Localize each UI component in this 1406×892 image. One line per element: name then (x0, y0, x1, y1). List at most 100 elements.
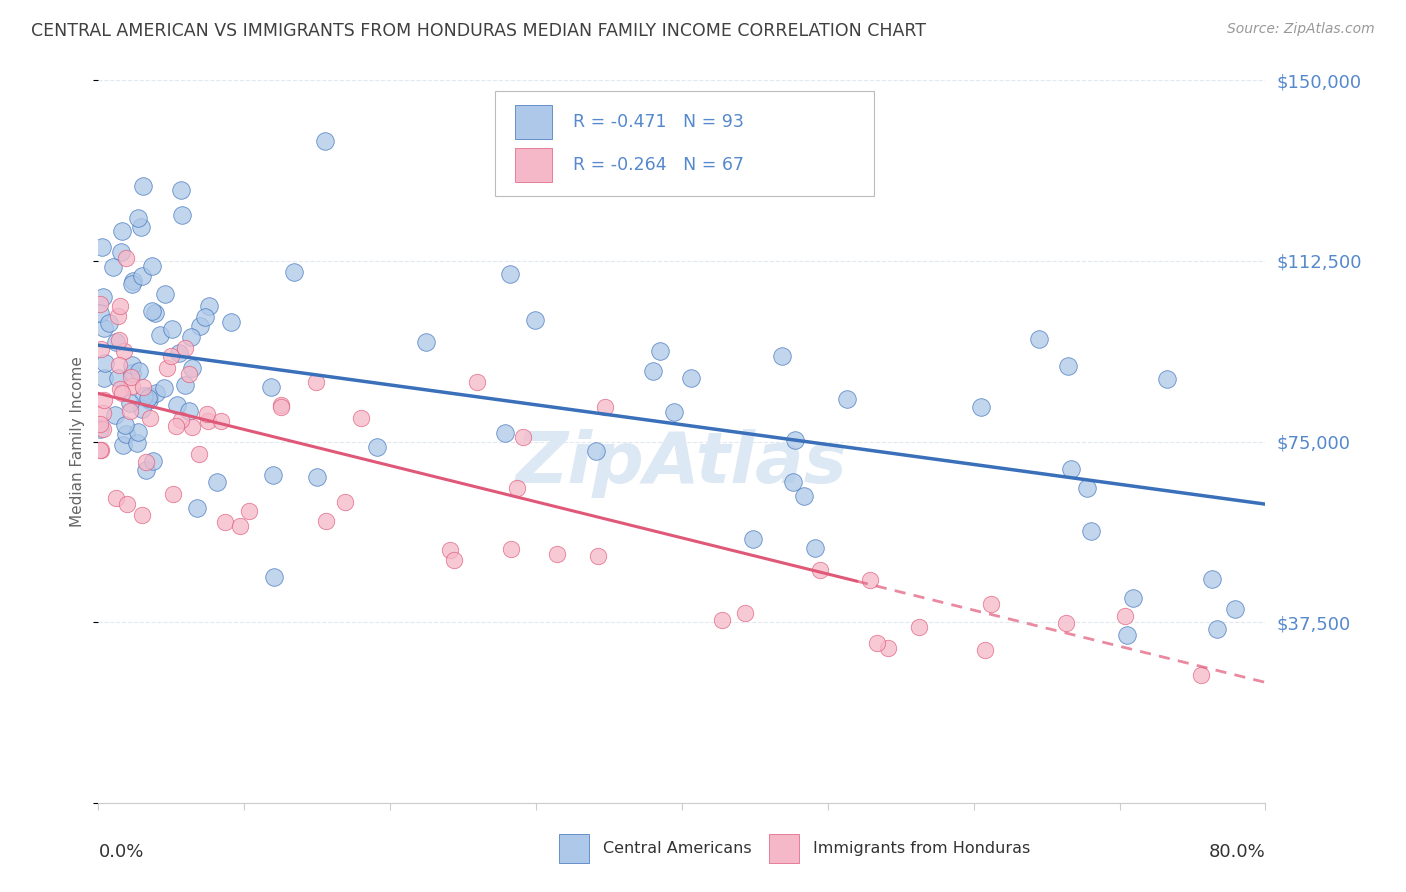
Point (1201, 572, 1223, 586)
Point (111, 385, 134, 400)
Point (1189, 668, 1212, 682)
Point (172, 208, 194, 222)
Point (122, 274, 145, 288)
Point (1114, 608, 1136, 623)
Point (506, 482, 529, 496)
Point (142, 454, 165, 468)
Point (499, 267, 522, 281)
Point (1076, 481, 1098, 495)
FancyBboxPatch shape (769, 834, 799, 863)
Text: 0.0%: 0.0% (98, 843, 143, 861)
Point (494, 426, 516, 441)
Point (131, 269, 153, 284)
Point (785, 433, 807, 447)
Point (136, 391, 159, 405)
Point (89, 417, 111, 432)
Point (333, 495, 356, 509)
Point (229, 519, 252, 533)
Point (91, 422, 114, 436)
Text: ZipAtlas: ZipAtlas (516, 429, 848, 498)
Point (128, 364, 150, 378)
Point (90, 443, 112, 458)
Point (1054, 615, 1077, 630)
Point (980, 597, 1002, 611)
Point (89, 297, 111, 311)
Point (145, 386, 167, 401)
Point (1122, 591, 1144, 606)
Point (174, 378, 197, 392)
Y-axis label: Median Family Income: Median Family Income (70, 356, 86, 527)
Point (180, 420, 202, 434)
Point (139, 410, 162, 425)
Point (104, 408, 127, 422)
Point (132, 178, 155, 193)
Point (679, 370, 702, 384)
Point (121, 366, 143, 380)
Point (129, 219, 152, 234)
Point (180, 330, 202, 344)
Point (650, 343, 672, 358)
Point (263, 569, 285, 583)
Point (170, 183, 193, 197)
Text: CENTRAL AMERICAN VS IMMIGRANTS FROM HONDURAS MEDIAN FAMILY INCOME CORRELATION CH: CENTRAL AMERICAN VS IMMIGRANTS FROM HOND… (31, 22, 927, 40)
Point (866, 636, 889, 650)
Point (546, 547, 568, 561)
Point (219, 315, 242, 329)
Point (166, 398, 188, 412)
Point (90, 342, 112, 356)
Point (121, 359, 143, 373)
Point (112, 437, 135, 451)
Point (138, 392, 160, 407)
Point (89, 443, 111, 458)
Point (138, 389, 160, 403)
Point (262, 467, 284, 482)
Point (127, 425, 149, 439)
Point (1028, 332, 1050, 346)
Point (108, 382, 131, 396)
Point (89, 305, 111, 319)
Point (1057, 359, 1080, 373)
Point (104, 335, 127, 350)
Point (499, 542, 522, 557)
Point (270, 398, 292, 412)
Point (160, 322, 183, 336)
Point (315, 514, 337, 528)
Point (135, 463, 157, 477)
Point (734, 606, 756, 620)
Point (167, 346, 190, 360)
Text: R = -0.264   N = 67: R = -0.264 N = 67 (574, 156, 744, 174)
Point (162, 487, 184, 501)
Point (93, 321, 115, 335)
Point (91, 240, 114, 254)
Point (209, 414, 232, 428)
Point (524, 313, 547, 327)
Point (131, 402, 153, 417)
Point (156, 361, 179, 376)
Point (1223, 602, 1246, 616)
Point (115, 427, 138, 442)
Point (643, 364, 665, 378)
Point (115, 251, 138, 265)
Point (170, 412, 193, 426)
Point (149, 327, 172, 342)
Point (160, 349, 183, 363)
Point (165, 419, 187, 434)
Point (908, 620, 931, 634)
Point (105, 491, 128, 505)
Point (153, 382, 176, 396)
Point (108, 299, 131, 313)
Text: Immigrants from Honduras: Immigrants from Honduras (813, 841, 1029, 855)
Text: 80.0%: 80.0% (1209, 843, 1265, 861)
Point (205, 475, 228, 489)
Point (174, 342, 197, 356)
Point (121, 277, 143, 292)
Point (141, 260, 163, 274)
Point (1206, 622, 1229, 636)
Point (198, 299, 221, 313)
Point (1060, 462, 1083, 476)
Point (181, 361, 204, 376)
Point (107, 371, 129, 385)
Point (155, 287, 177, 301)
Point (711, 613, 734, 627)
Text: Central Americans: Central Americans (603, 841, 751, 855)
